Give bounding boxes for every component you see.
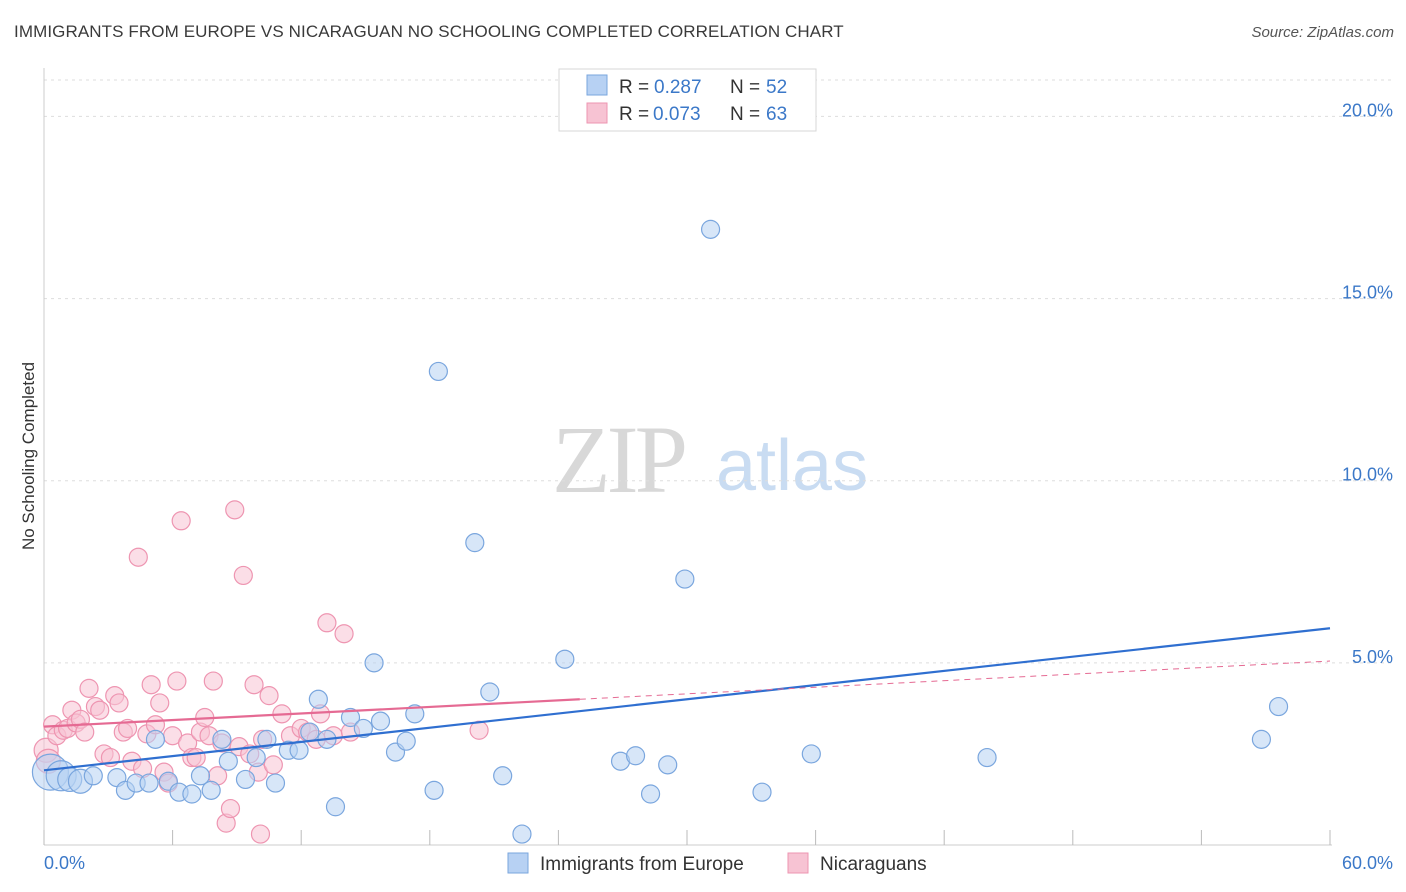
y-tick-label-15: 15.0% bbox=[1342, 283, 1393, 303]
europe-point-8 bbox=[139, 773, 159, 793]
europe-point-26 bbox=[325, 797, 346, 817]
watermark-zip: ZIP bbox=[552, 406, 685, 513]
nicaraguan-point-30 bbox=[171, 511, 191, 531]
europe-point-23 bbox=[300, 722, 320, 742]
x-tick-label-min: 0.0% bbox=[44, 853, 85, 873]
europe-point-43 bbox=[640, 784, 661, 804]
bottom-legend-swatch-pink bbox=[787, 852, 809, 874]
europe-point-29 bbox=[364, 653, 384, 673]
europe-point-38 bbox=[493, 766, 513, 786]
nicaraguan-point-51 bbox=[250, 824, 271, 844]
nicaraguan-point-49 bbox=[259, 686, 279, 706]
europe-point-42 bbox=[625, 746, 646, 766]
europe-point-16 bbox=[218, 751, 238, 771]
europe-point-46 bbox=[700, 219, 721, 239]
europe-point-34 bbox=[424, 780, 444, 800]
nicaraguan-point-59 bbox=[334, 624, 354, 644]
legend-swatch-blue bbox=[586, 74, 608, 96]
europe-point-45 bbox=[675, 569, 695, 589]
source-label: Source: ZipAtlas.com bbox=[1251, 24, 1394, 41]
legend-swatch-pink bbox=[586, 102, 608, 124]
nicaraguan-point-25 bbox=[150, 693, 170, 713]
europe-point-44 bbox=[658, 755, 678, 775]
europe-point-39 bbox=[512, 824, 532, 844]
europe-point-30 bbox=[370, 711, 391, 731]
y-tick-label-5: 5.0% bbox=[1352, 647, 1393, 667]
europe-point-24 bbox=[308, 689, 328, 709]
europe-point-13 bbox=[190, 766, 211, 786]
europe-trend-line bbox=[43, 627, 1331, 772]
bottom-legend: Immigrants from Europe Nicaraguans bbox=[507, 852, 927, 875]
europe-point-9 bbox=[145, 729, 166, 749]
europe-point-28 bbox=[353, 718, 373, 739]
nicaraguan-trend-line-solid bbox=[43, 698, 580, 728]
legend-box: R = 0.287 N = 52 R = 0.073 N = 63 bbox=[558, 68, 817, 132]
nicaraguan-point-41 bbox=[220, 798, 241, 819]
nicaraguan-point-29 bbox=[167, 671, 187, 691]
europe-point-14 bbox=[201, 780, 221, 800]
y-tick-label-20: 20.0% bbox=[1342, 100, 1393, 120]
watermark-atlas: atlas bbox=[716, 426, 868, 506]
europe-point-12 bbox=[182, 784, 202, 804]
legend-r-label-2: R = bbox=[619, 104, 649, 125]
nicaraguan-point-9 bbox=[75, 722, 95, 742]
nicaraguan-trend-line-dashed bbox=[579, 660, 1331, 700]
bottom-legend-label-blue: Immigrants from Europe bbox=[540, 854, 744, 875]
europe-point-37 bbox=[480, 682, 500, 702]
nicaraguan-point-42 bbox=[225, 500, 245, 520]
europe-point-22 bbox=[289, 740, 309, 760]
y-axis-title: No Schooling Completed bbox=[19, 362, 38, 550]
tick-labels: 5.0% 10.0% 15.0% 20.0% 0.0% 60.0% bbox=[44, 100, 1393, 873]
europe-point-20 bbox=[265, 773, 286, 793]
europe-point-4 bbox=[83, 766, 103, 786]
nicaraguan-point-50 bbox=[263, 755, 283, 775]
europe-point-36 bbox=[465, 533, 485, 553]
y-tick-label-10: 10.0% bbox=[1342, 465, 1393, 485]
data-points bbox=[31, 219, 1289, 844]
axes bbox=[43, 68, 1332, 846]
legend-r-value-2: 0.073 bbox=[653, 104, 701, 125]
europe-point-19 bbox=[257, 729, 277, 749]
nicaraguan-point-33 bbox=[186, 747, 206, 768]
nicaraguan-point-57 bbox=[317, 613, 337, 633]
legend-n-label-2: N = bbox=[730, 104, 760, 125]
legend-n-label-1: N = bbox=[730, 77, 760, 98]
europe-point-48 bbox=[801, 744, 821, 764]
europe-point-49 bbox=[1251, 729, 1272, 749]
legend-n-value-2: 63 bbox=[766, 104, 787, 125]
nicaraguan-point-12 bbox=[90, 700, 110, 720]
europe-point-15 bbox=[212, 729, 232, 749]
nicaraguan-point-18 bbox=[117, 718, 138, 739]
europe-point-51 bbox=[977, 747, 997, 768]
nicaraguan-point-44 bbox=[233, 565, 253, 586]
europe-point-47 bbox=[752, 782, 772, 802]
europe-point-18 bbox=[246, 747, 266, 768]
bottom-legend-label-pink: Nicaraguans bbox=[820, 854, 927, 875]
europe-point-50 bbox=[1268, 696, 1289, 717]
trend-lines bbox=[43, 627, 1331, 772]
europe-point-17 bbox=[235, 769, 256, 790]
nicaraguan-point-23 bbox=[141, 675, 161, 695]
europe-point-33 bbox=[405, 704, 425, 724]
nicaraguan-point-37 bbox=[203, 671, 223, 691]
legend-n-value-1: 52 bbox=[766, 77, 787, 98]
nicaraguan-point-46 bbox=[244, 675, 264, 695]
europe-point-27 bbox=[340, 707, 361, 728]
chart-title: IMMIGRANTS FROM EUROPE VS NICARAGUAN NO … bbox=[14, 22, 844, 41]
nicaraguan-point-16 bbox=[109, 693, 129, 713]
legend-r-value-1: 0.287 bbox=[654, 77, 702, 98]
europe-point-35 bbox=[428, 361, 448, 382]
x-tick-label-max: 60.0% bbox=[1342, 853, 1393, 873]
bottom-legend-swatch-blue bbox=[507, 852, 529, 874]
legend-r-label-1: R = bbox=[619, 77, 649, 98]
europe-point-40 bbox=[555, 649, 575, 669]
nicaraguan-point-10 bbox=[79, 678, 99, 698]
europe-point-32 bbox=[396, 731, 416, 751]
nicaraguan-point-20 bbox=[128, 547, 148, 567]
